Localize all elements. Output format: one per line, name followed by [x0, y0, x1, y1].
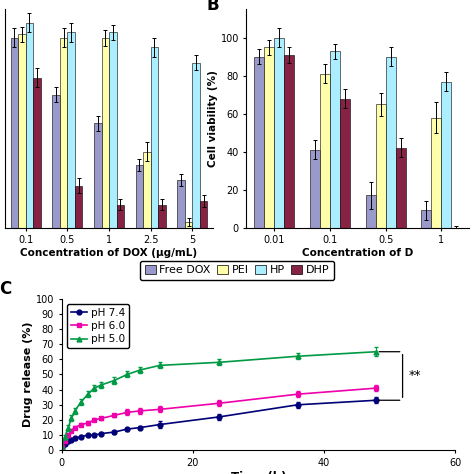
pH 7.4: [85, 432, 91, 438]
pH 5.0: [72, 408, 78, 414]
Bar: [151, 47, 158, 228]
Bar: [421, 210, 431, 228]
pH 5.0: [137, 367, 143, 373]
Bar: [10, 38, 18, 228]
Bar: [386, 57, 396, 228]
Bar: [365, 195, 376, 228]
pH 5.0: [91, 385, 97, 391]
X-axis label: Concentration of DOX (μg/mL): Concentration of DOX (μg/mL): [20, 248, 198, 258]
pH 5.0: [295, 354, 301, 359]
pH 6.0: [137, 408, 143, 414]
pH 5.0: [69, 416, 74, 421]
pH 6.0: [295, 392, 301, 397]
X-axis label: Concentration of D: Concentration of D: [302, 248, 413, 258]
pH 6.0: [124, 410, 130, 415]
Legend: pH 7.4, pH 6.0, pH 5.0: pH 7.4, pH 6.0, pH 5.0: [67, 304, 129, 348]
pH 6.0: [69, 428, 74, 433]
Line: pH 5.0: pH 5.0: [59, 349, 379, 450]
Bar: [75, 186, 82, 228]
Bar: [340, 99, 350, 228]
Bar: [18, 34, 26, 228]
Bar: [136, 165, 143, 228]
pH 5.0: [62, 434, 68, 439]
pH 6.0: [98, 416, 104, 421]
Bar: [33, 78, 41, 228]
Text: B: B: [206, 0, 219, 14]
pH 7.4: [295, 402, 301, 408]
Bar: [441, 82, 451, 228]
Text: C: C: [0, 281, 11, 299]
X-axis label: Time (h): Time (h): [230, 471, 286, 474]
Bar: [185, 222, 192, 228]
Bar: [60, 38, 67, 228]
Bar: [109, 32, 117, 228]
Bar: [320, 74, 330, 228]
pH 7.4: [91, 432, 97, 438]
pH 7.4: [124, 426, 130, 432]
pH 5.0: [124, 372, 130, 377]
Bar: [192, 63, 200, 228]
pH 7.4: [111, 429, 117, 435]
pH 7.4: [59, 445, 64, 450]
Bar: [200, 201, 208, 228]
pH 5.0: [157, 363, 163, 368]
Bar: [143, 152, 151, 228]
pH 5.0: [98, 382, 104, 388]
Bar: [254, 57, 264, 228]
pH 7.4: [98, 431, 104, 437]
Bar: [158, 205, 166, 228]
pH 6.0: [91, 417, 97, 423]
pH 6.0: [111, 412, 117, 418]
pH 7.4: [78, 434, 84, 439]
pH 7.4: [69, 437, 74, 443]
Bar: [94, 123, 101, 228]
pH 6.0: [62, 438, 68, 444]
Bar: [101, 38, 109, 228]
pH 6.0: [157, 407, 163, 412]
pH 5.0: [85, 392, 91, 397]
pH 5.0: [111, 378, 117, 383]
pH 7.4: [62, 441, 68, 447]
pH 7.4: [216, 414, 222, 420]
Bar: [52, 95, 60, 228]
pH 6.0: [85, 420, 91, 426]
pH 7.4: [65, 438, 71, 444]
Bar: [376, 104, 386, 228]
Bar: [396, 148, 406, 228]
Line: pH 7.4: pH 7.4: [59, 398, 379, 450]
Text: **: **: [409, 369, 422, 383]
Bar: [274, 38, 284, 228]
pH 6.0: [72, 425, 78, 430]
Bar: [264, 47, 274, 228]
Bar: [330, 51, 340, 228]
pH 6.0: [59, 445, 64, 450]
pH 6.0: [216, 401, 222, 406]
pH 7.4: [72, 435, 78, 441]
Bar: [67, 32, 75, 228]
pH 6.0: [374, 385, 379, 391]
pH 5.0: [65, 425, 71, 430]
Bar: [177, 180, 185, 228]
Bar: [310, 150, 320, 228]
pH 7.4: [374, 397, 379, 403]
Y-axis label: Drug release (%): Drug release (%): [23, 322, 33, 427]
pH 6.0: [65, 432, 71, 438]
pH 5.0: [216, 359, 222, 365]
pH 7.4: [137, 425, 143, 430]
pH 7.4: [157, 422, 163, 428]
Y-axis label: Cell viability (%): Cell viability (%): [208, 70, 218, 167]
Bar: [26, 23, 33, 228]
Line: pH 6.0: pH 6.0: [59, 386, 379, 450]
Bar: [284, 55, 294, 228]
Bar: [431, 118, 441, 228]
Legend: Free DOX, PEI, HP, DHP: Free DOX, PEI, HP, DHP: [140, 261, 334, 280]
pH 6.0: [78, 422, 84, 428]
pH 5.0: [59, 445, 64, 450]
pH 5.0: [78, 399, 84, 405]
Bar: [117, 205, 124, 228]
pH 5.0: [374, 349, 379, 355]
